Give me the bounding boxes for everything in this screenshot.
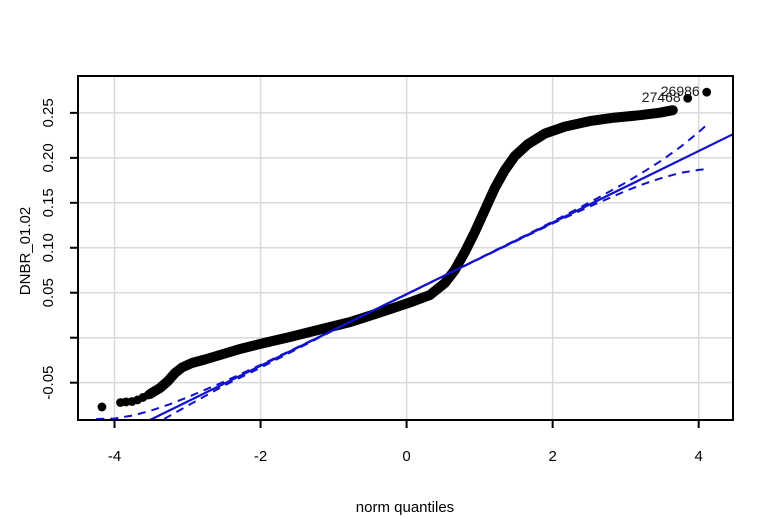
points-layer [97,87,712,412]
x-tick-label: 4 [695,448,703,465]
ticks-layer [70,111,700,428]
x-tick-label: 0 [402,448,410,465]
qq-fit-line [147,133,733,420]
y-tick-label: -0.05 [40,366,57,400]
x-axis-title: norm quantiles [356,499,454,516]
x-tick-label: -2 [254,448,267,465]
tick-labels-layer: -4 -2 0 2 4 -0.05 0.05 0.10 0.15 0.20 0.25 [40,98,703,465]
qq-point [97,402,107,412]
y-tick-label: 0.15 [40,188,57,217]
qq-points-band [145,105,678,399]
fit-lines-layer [96,124,733,420]
y-tick-label: 0.25 [40,98,57,127]
y-tick-label: 0.05 [40,278,57,307]
outlier-label: 27468 [642,89,681,105]
grid-layer [78,76,733,420]
x-tick-label: 2 [548,448,556,465]
x-tick-label: -4 [108,448,121,465]
y-axis-title: DNBR_01.02 [17,207,34,295]
plot-border [77,75,734,421]
y-tick-label: 0.20 [40,143,57,172]
qq-point [683,93,693,103]
y-tick-label: 0.10 [40,233,57,262]
qq-point [702,87,712,97]
confidence-envelope-upper [96,124,708,420]
outlier-label: 26986 [661,83,700,99]
qq-point [143,390,153,400]
